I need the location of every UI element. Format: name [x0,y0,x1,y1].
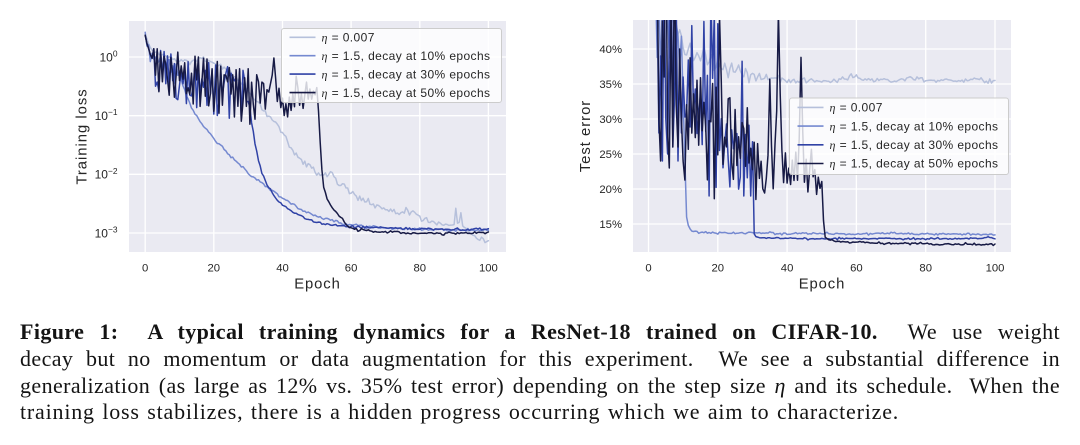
svg-text:η = 1.5, decay at 10% epochs: η = 1.5, decay at 10% epochs [322,49,491,63]
svg-text:40%: 40% [599,44,622,56]
svg-text:0: 0 [645,263,651,275]
svg-text:80: 80 [414,263,427,275]
svg-text:η = 1.5, decay at 30% epochs: η = 1.5, decay at 30% epochs [830,138,999,152]
svg-text:40: 40 [276,263,289,275]
svg-text:15%: 15% [599,219,622,231]
svg-text:80: 80 [919,263,932,275]
svg-text:Epoch: Epoch [799,277,845,293]
svg-text:Epoch: Epoch [294,277,340,293]
svg-text:10−3: 10−3 [95,225,118,241]
svg-text:20: 20 [208,263,221,275]
svg-text:35%: 35% [599,79,622,91]
svg-text:60: 60 [850,263,863,275]
svg-text:η = 1.5, decay at 50% epochs: η = 1.5, decay at 50% epochs [322,86,491,100]
svg-text:20%: 20% [599,184,622,196]
svg-text:25%: 25% [599,149,622,161]
svg-text:η = 1.5, decay at 30% epochs: η = 1.5, decay at 30% epochs [322,67,491,81]
svg-text:Training loss: Training loss [75,88,91,184]
svg-text:100: 100 [99,49,117,65]
svg-text:20: 20 [712,263,725,275]
svg-text:30%: 30% [599,114,622,126]
svg-text:Test error: Test error [578,100,594,173]
svg-text:60: 60 [345,263,358,275]
svg-text:η = 1.5, decay at 10% epochs: η = 1.5, decay at 10% epochs [830,119,999,133]
svg-text:η = 0.007: η = 0.007 [830,101,883,115]
svg-text:10−1: 10−1 [95,107,118,123]
svg-text:100: 100 [479,263,498,275]
svg-text:0: 0 [142,263,148,275]
svg-text:η = 1.5, decay at 50% epochs: η = 1.5, decay at 50% epochs [830,157,999,171]
svg-text:40: 40 [781,263,794,275]
svg-text:100: 100 [986,263,1005,275]
svg-text:10−2: 10−2 [95,166,118,182]
svg-text:η = 0.007: η = 0.007 [322,31,375,45]
